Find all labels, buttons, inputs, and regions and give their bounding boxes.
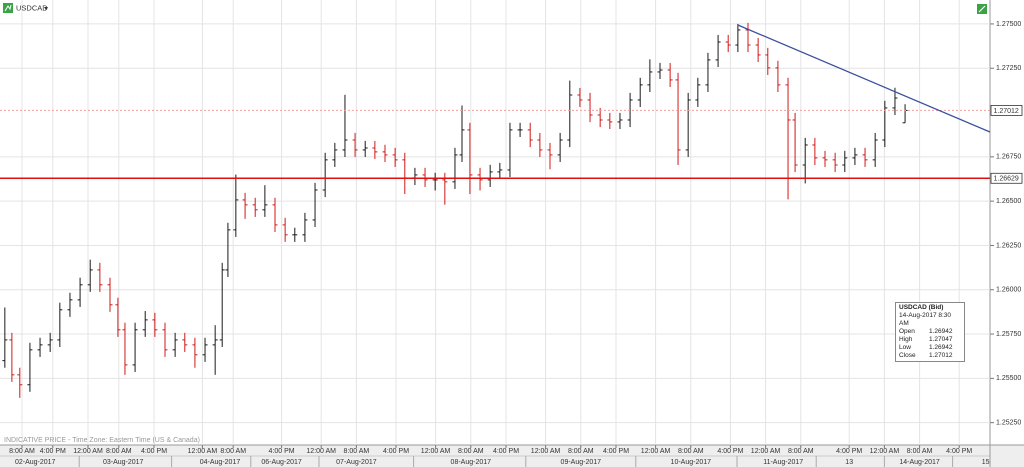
x-tick-label: 8:00 AM (568, 448, 594, 455)
x-tick-label: 4:00 PM (603, 448, 629, 455)
trend-line (737, 24, 991, 133)
price-level-tag (990, 105, 1023, 116)
x-tick-label: 8:00 AM (344, 448, 370, 455)
x-tick-label: 8:00 AM (9, 448, 35, 455)
x-tick-label: 8:00 AM (788, 448, 814, 455)
date-label: 02-Aug-2017 (15, 459, 56, 466)
x-tick-label: 8:00 AM (220, 448, 246, 455)
x-tick-label: 4:00 PM (836, 448, 862, 455)
symbol-icon-glyph (4, 4, 12, 12)
date-label: 06-Aug-2017 (261, 459, 302, 466)
info-value: 1.27047 (929, 336, 953, 343)
date-label: 09-Aug-2017 (561, 459, 602, 466)
x-tick-label: 8:00 AM (678, 448, 704, 455)
x-tick-label: 4:00 PM (269, 448, 295, 455)
x-tick-label: 12:00 AM (531, 448, 561, 455)
info-value: 1.26942 (929, 344, 953, 351)
date-label: 08-Aug-2017 (451, 459, 492, 466)
x-tick-label: 12:00 AM (641, 448, 671, 455)
footer-note: INDICATIVE PRICE - Time Zone: Eastern Ti… (4, 437, 200, 444)
y-tick-label: 1.25250 (996, 420, 1021, 427)
info-value: 1.26942 (929, 328, 953, 335)
x-tick-label: 12:00 AM (751, 448, 781, 455)
x-tick-label: 8:00 AM (458, 448, 484, 455)
date-label: 14-Aug-2017 (899, 459, 940, 466)
x-tick-label: 12:00 AM (188, 448, 218, 455)
y-tick-label: 1.25750 (996, 331, 1021, 338)
date-label: 13 (845, 459, 853, 466)
info-row: Low 1.26942 (899, 344, 961, 352)
y-tick-label: 1.25500 (996, 375, 1021, 382)
date-label: 10-Aug-2017 (671, 459, 712, 466)
x-tick-label: 4:00 PM (717, 448, 743, 455)
x-tick-label: 8:00 AM (106, 448, 132, 455)
info-row: High 1.27047 (899, 336, 961, 344)
date-label: 11-Aug-2017 (763, 459, 803, 466)
x-tick-label: 4:00 PM (383, 448, 409, 455)
x-tick-label: 12:00 AM (73, 448, 103, 455)
info-box: USDCAD (Bid) 14-Aug-2017 8:30 AM Open 1.2… (895, 302, 965, 362)
symbol-icon[interactable] (3, 3, 13, 13)
date-label: 03-Aug-2017 (103, 459, 144, 466)
date-label: 07-Aug-2017 (336, 459, 377, 466)
date-label: 15 (982, 459, 990, 466)
info-title: USDCAD (Bid) (899, 304, 944, 311)
symbol-name[interactable]: USDCAD (16, 3, 48, 12)
info-row: Open 1.26942 (899, 328, 961, 336)
price-level-tag (990, 172, 1023, 184)
y-tick-label: 1.27250 (996, 65, 1021, 72)
symbol-dropdown[interactable] (44, 7, 48, 10)
info-time: 14-Aug-2017 8:30 AM (899, 312, 952, 327)
info-value: 1.27012 (929, 352, 953, 359)
info-label: Open (899, 328, 915, 335)
info-label: Low (899, 344, 911, 351)
x-tick-label: 4:00 PM (946, 448, 972, 455)
x-tick-label: 12:00 AM (870, 448, 900, 455)
y-tick-label: 1.26500 (996, 198, 1021, 205)
date-label: 04-Aug-2017 (200, 459, 241, 466)
x-tick-label: 4:00 PM (493, 448, 519, 455)
x-tick-label: 4:00 PM (40, 448, 66, 455)
y-tick-label: 1.26750 (996, 154, 1021, 161)
y-tick-label: 1.26000 (996, 287, 1021, 294)
x-tick-label: 12:00 AM (306, 448, 336, 455)
x-tick-label: 8:00 AM (907, 448, 933, 455)
price-level-label: 1.27012 (994, 108, 1019, 115)
info-label: Close (899, 352, 916, 359)
settings-icon-glyph (978, 5, 986, 13)
y-tick-label: 1.26250 (996, 242, 1021, 249)
info-label: High (899, 336, 913, 343)
x-tick-label: 4:00 PM (141, 448, 167, 455)
y-tick-label: 1.27500 (996, 21, 1021, 28)
price-level-label: 1.26629 (994, 176, 1019, 183)
info-row: Close 1.27012 (899, 352, 961, 360)
x-tick-label: 12:00 AM (421, 448, 451, 455)
